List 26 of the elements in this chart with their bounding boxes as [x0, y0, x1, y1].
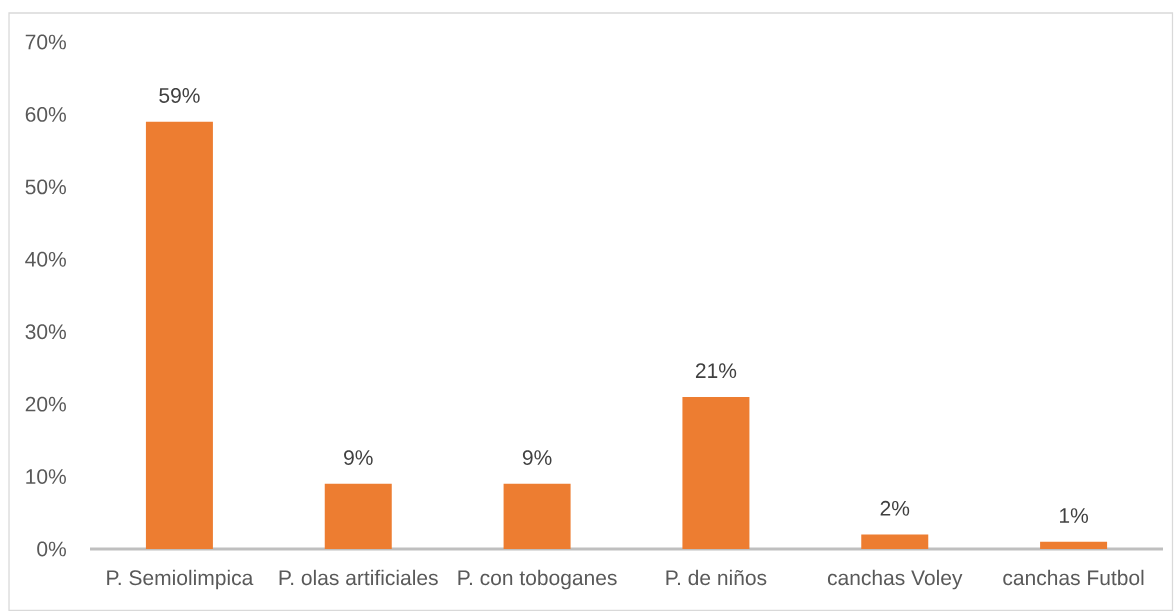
- bar: [324, 483, 392, 549]
- x-tick-label: P. con toboganes: [458, 569, 617, 590]
- data-label: 2%: [880, 500, 910, 516]
- bar: [682, 396, 750, 549]
- data-label: 9%: [522, 450, 552, 466]
- x-tick-label: P. olas artificiales: [279, 569, 438, 586]
- x-tick-label: P. Semiolimpica: [107, 569, 254, 590]
- y-tick-label: 20%: [25, 396, 66, 412]
- y-tick-label: 50%: [25, 179, 66, 195]
- y-tick-label: 0%: [37, 541, 66, 557]
- y-tick-label: 70%: [25, 34, 66, 50]
- y-tick-label: 60%: [25, 107, 66, 122]
- bar: [861, 534, 929, 549]
- y-tick-label: 30%: [25, 324, 66, 340]
- y-tick-label: 40%: [25, 251, 66, 267]
- bar: [1040, 541, 1108, 549]
- bar: [503, 483, 571, 549]
- data-label: 1%: [1060, 508, 1089, 523]
- x-tick-label: P. de niños: [666, 569, 767, 586]
- data-label: 9%: [344, 450, 373, 466]
- x-tick-label: canchas Futbol: [1003, 569, 1144, 586]
- data-label: 59%: [159, 88, 200, 103]
- x-tick-label: canchas Voley: [827, 569, 963, 590]
- bar: [145, 121, 213, 549]
- y-tick-label: 10%: [26, 469, 66, 485]
- data-label: 21%: [695, 363, 737, 379]
